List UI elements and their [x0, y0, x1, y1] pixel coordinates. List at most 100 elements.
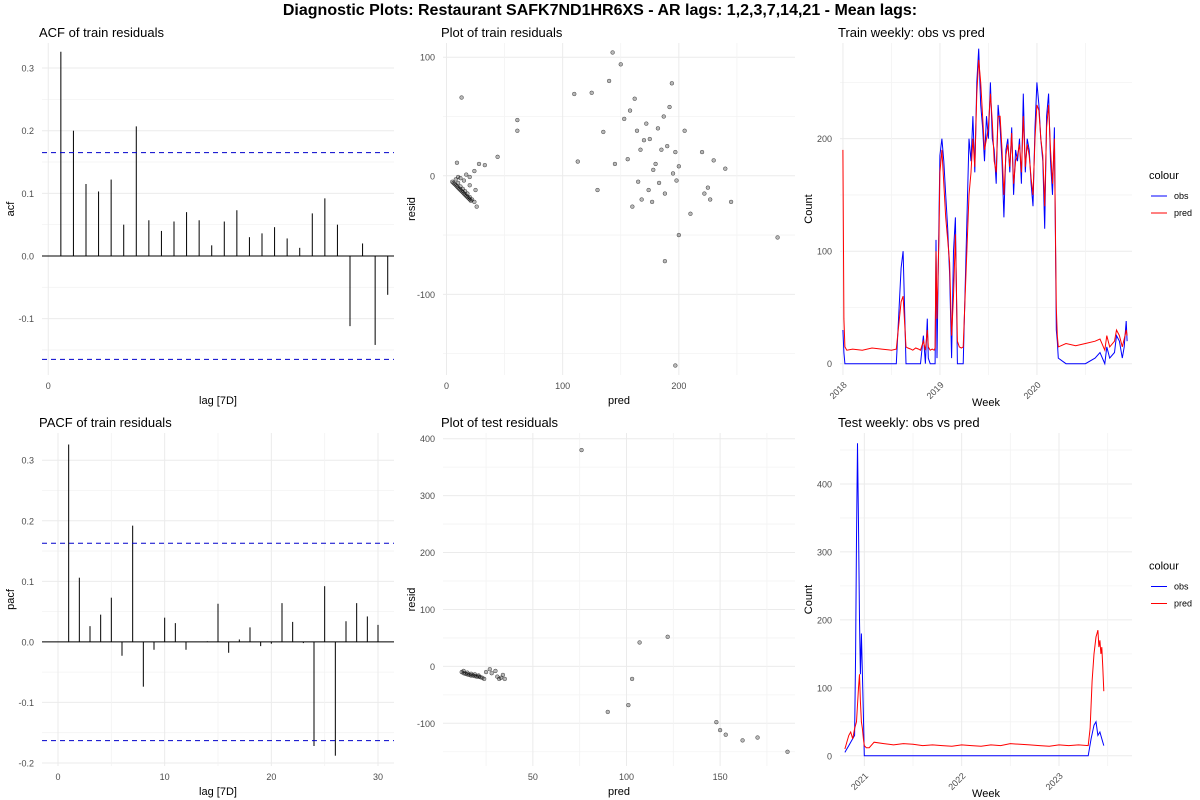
y-tick-label: 100	[817, 683, 832, 693]
chart-title: ACF of train residuals	[39, 25, 164, 40]
x-tick-label: 150	[713, 772, 728, 782]
scatter-point	[665, 144, 670, 149]
scatter-point	[627, 108, 633, 113]
scatter-point	[467, 174, 472, 180]
scatter-point	[474, 204, 479, 209]
y-tick-label: 200	[420, 548, 435, 558]
y-tick-label: 0	[827, 751, 832, 761]
y-tick-label: -0.2	[18, 758, 34, 768]
scatter-point	[649, 199, 655, 205]
y-tick-label: 400	[420, 434, 435, 444]
y-tick-label: 0	[430, 171, 435, 181]
scatter-point	[775, 235, 780, 240]
scatter-point	[489, 671, 494, 676]
x-tick-label: 10	[160, 772, 170, 782]
scatter-point	[459, 95, 464, 100]
scatter-point	[625, 157, 630, 162]
chart-title: Test weekly: obs vs pred	[838, 415, 980, 430]
scatter-point	[589, 90, 594, 95]
y-tick-label: 0.3	[21, 456, 34, 466]
x-tick-label: 2020	[1022, 380, 1043, 401]
scatter-point	[641, 138, 647, 143]
scatter-point	[572, 91, 577, 97]
y-tick-label: 100	[817, 247, 832, 257]
scatter-point	[676, 232, 681, 238]
scatter-point	[629, 676, 635, 682]
y-tick-label: 400	[817, 479, 832, 489]
scatter-point	[454, 160, 460, 165]
scatter-point	[646, 187, 651, 193]
x-axis-label: pred	[608, 786, 630, 798]
scatter-point	[705, 185, 711, 190]
x-axis-label: lag [7D]	[199, 395, 237, 407]
scatter-point	[493, 668, 498, 674]
series-line-pred	[842, 59, 1128, 353]
scatter-point	[606, 78, 612, 84]
y-axis-label: Count	[803, 585, 815, 614]
scatter-point	[659, 147, 664, 152]
scatter-point	[723, 732, 728, 737]
scatter-point	[495, 154, 500, 159]
x-axis-label: pred	[608, 395, 630, 407]
scatter-point	[476, 673, 481, 678]
y-axis-label: acf	[5, 201, 17, 217]
legend-title: colour	[1149, 561, 1179, 573]
scatter-point	[669, 81, 675, 86]
gridlines	[443, 433, 795, 766]
y-tick-label: 300	[420, 491, 435, 501]
x-tick-label: 30	[373, 772, 383, 782]
x-tick-label: 100	[555, 381, 570, 391]
scatter-point	[601, 129, 606, 135]
x-tick-label: 2018	[828, 380, 849, 401]
scatter-point	[610, 50, 615, 55]
x-axis-label: Week	[972, 788, 1000, 800]
scatter-point	[458, 176, 463, 181]
legend-label: obs	[1174, 191, 1189, 201]
chart-title: Plot of test residuals	[441, 415, 559, 430]
chart-title: PACF of train residuals	[39, 415, 172, 430]
scatter-point	[673, 149, 678, 155]
scatter-point	[626, 702, 631, 708]
y-axis-label: resid	[406, 197, 418, 221]
y-tick-label: 100	[420, 605, 435, 615]
y-tick-label: 0	[827, 359, 832, 369]
y-tick-label: 300	[817, 547, 832, 557]
y-axis-label: Count	[803, 194, 815, 223]
series-line-obs	[844, 443, 1105, 757]
x-axis-label: Week	[972, 397, 1000, 409]
x-tick-label: 0	[46, 381, 51, 391]
y-tick-label: 0	[430, 662, 435, 672]
scatter-point	[622, 116, 627, 122]
scatter-point	[653, 161, 658, 167]
scatter-point	[647, 136, 652, 142]
scatter-point	[482, 676, 487, 682]
y-axis-label: pacf	[5, 588, 17, 610]
scatter-point	[670, 171, 676, 176]
x-tick-label: 100	[619, 772, 634, 782]
scatter-point	[682, 128, 687, 133]
chart-pacf: PACF of train residuals -0.2 -0.1 0.0 0.1 0.2…	[5, 415, 394, 798]
scatter-point	[612, 161, 618, 167]
chart-title: Train weekly: obs vs pred	[838, 25, 985, 40]
gridlines	[840, 433, 1132, 766]
y-tick-label: -100	[417, 719, 435, 729]
x-tick-label: 0	[55, 772, 60, 782]
scatter-point	[575, 159, 580, 164]
scatter-point	[699, 149, 705, 155]
x-axis-label: lag [7D]	[199, 786, 237, 798]
scatter-point	[472, 199, 477, 205]
scatter-point	[662, 259, 668, 264]
gridlines	[42, 43, 394, 375]
y-tick-label: 0.0	[21, 637, 34, 647]
gridlines	[443, 43, 795, 375]
scatter-point	[662, 191, 668, 196]
x-tick-label: 2022	[946, 771, 967, 792]
x-tick-label: 200	[671, 381, 686, 391]
scatter-point	[673, 363, 678, 368]
scatter-point	[630, 204, 635, 209]
scatter-point	[515, 128, 520, 133]
legend: colour obs pred	[1149, 561, 1192, 609]
chart-acf: ACF of train residuals -0.1 0.0 0.1 0.2 0.3 0 l…	[5, 25, 394, 407]
chart-resid_train: Plot of train residuals -100 0 100 0 100 200 pr…	[406, 25, 795, 407]
y-tick-label: 0.2	[21, 516, 34, 526]
